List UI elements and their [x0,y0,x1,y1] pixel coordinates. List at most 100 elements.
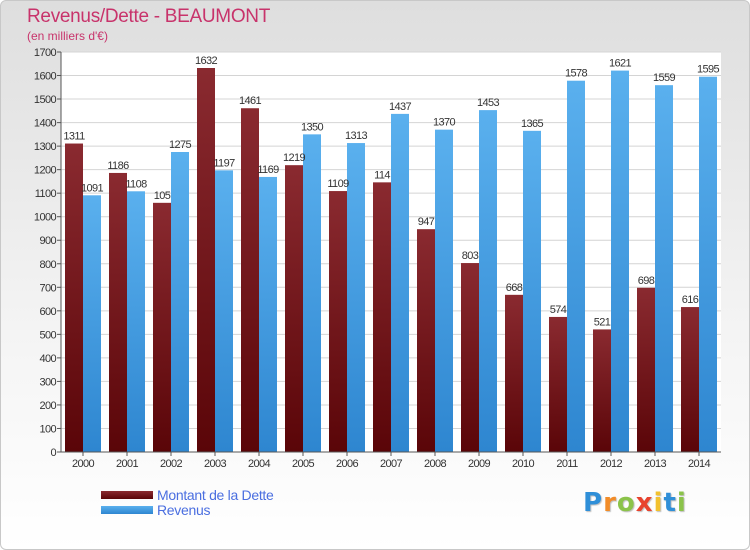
y-tick-label: 1500 [34,94,57,106]
label-revenus: 1578 [565,68,588,80]
x-tick-label: 2006 [336,458,359,470]
legend-label-revenus: Revenus [157,502,211,518]
bar-revenus [479,110,497,452]
label-dette: 1219 [283,152,306,164]
logo-letter: i [653,488,664,518]
logo-letter: t [663,488,677,518]
label-revenus: 1350 [301,121,324,133]
bar-revenus [523,130,541,452]
label-dette: 574 [550,304,567,316]
bar-revenus [347,143,365,452]
y-tick-label: 1000 [34,212,57,224]
label-dette: 1632 [195,55,218,67]
y-axis-ticks: 0 100 200 300 400 500 600 700 800 900 1000 1100 1200… [34,47,62,459]
y-tick-label: 1400 [34,118,57,130]
bar-dette [461,263,479,452]
y-tick-label: 100 [39,423,56,435]
label-revenus: 1197 [213,157,235,169]
y-tick-label: 300 [39,376,56,388]
y-tick-label: 1300 [34,141,57,153]
label-revenus: 1313 [345,130,368,142]
bar-dette [549,316,567,452]
bar-dette [153,202,171,452]
proxiti-logo: Proxiti [583,488,687,518]
y-tick-label: 1200 [34,165,57,177]
y-tick-label: 1700 [34,47,57,59]
x-axis-ticks: 2000 2001 2002 2003 2004 2005 2006 2007 2008 2009… [61,451,721,470]
legend-label-debt: Montant de la Dette [157,487,274,503]
x-tick-label: 2002 [160,458,183,470]
bar-dette [329,191,347,452]
bar-dette [505,294,523,452]
bar-revenus [699,76,717,453]
x-tick-label: 2011 [556,458,578,470]
label-revenus: 1370 [433,117,456,129]
label-dette: 698 [638,275,655,287]
label-revenus: 1169 [257,164,279,176]
label-dette: 1461 [239,95,262,107]
x-tick-label: 2000 [72,458,95,470]
label-dette: 616 [682,294,699,306]
x-tick-label: 2001 [116,458,139,470]
label-dette: 1311 [63,131,85,143]
bar-dette [373,182,391,452]
y-tick-label: 600 [39,306,56,318]
label-revenus: 1595 [697,64,720,76]
label-dette: 521 [594,316,611,328]
label-dette: 1109 [327,178,349,190]
x-tick-label: 2003 [204,458,227,470]
x-tick-label: 2004 [248,458,271,470]
x-tick-label: 2005 [292,458,315,470]
label-revenus: 1275 [169,139,192,151]
label-revenus: 1453 [477,97,500,109]
logo-letter: x [635,488,654,518]
bar-dette [65,143,83,452]
bar-revenus [435,129,453,452]
bar-dette [109,172,127,453]
logo-letter: i [676,488,687,518]
label-dette: 1186 [107,160,129,172]
bar-dette [681,307,699,452]
x-tick-label: 2013 [644,458,667,470]
x-tick-label: 2008 [424,458,447,470]
y-tick-label: 500 [39,329,56,341]
label-revenus: 1437 [389,101,412,113]
label-revenus: 1559 [653,72,676,84]
bar-revenus [391,113,409,452]
y-tick-label: 900 [39,235,56,247]
y-tick-label: 700 [39,282,56,294]
x-tick-label: 2014 [688,458,711,470]
legend-swatch-revenus [101,506,153,514]
x-tick-label: 2012 [600,458,623,470]
label-dette: 114 [374,169,390,181]
logo-letter: P [583,488,604,518]
label-revenus: 1108 [125,178,147,190]
bars [65,68,717,453]
label-revenus: 1621 [609,58,632,70]
bar-dette [241,108,259,452]
label-revenus: 1091 [81,182,104,194]
bar-dette [417,229,435,452]
bar-revenus [83,195,101,452]
bar-revenus [567,80,585,453]
x-tick-label: 2007 [380,458,403,470]
label-dette: 105 [154,190,171,202]
label-dette: 803 [462,250,479,262]
logo-letter: r [603,488,617,518]
bar-revenus [303,134,321,452]
bar-dette [197,68,215,452]
label-dette: 947 [418,216,435,228]
chart-subtitle: (en milliers d'€) [27,29,108,43]
y-tick-label: 200 [39,400,56,412]
legend-swatch-debt [101,491,153,499]
bar-dette [285,165,303,453]
bar-revenus [655,85,673,453]
bar-dette [593,329,611,452]
bar-revenus [127,191,145,452]
y-tick-label: 800 [39,259,56,271]
bar-revenus [171,152,189,452]
x-tick-label: 2010 [512,458,535,470]
y-tick-label: 1100 [35,188,57,200]
bar-revenus [611,70,629,453]
